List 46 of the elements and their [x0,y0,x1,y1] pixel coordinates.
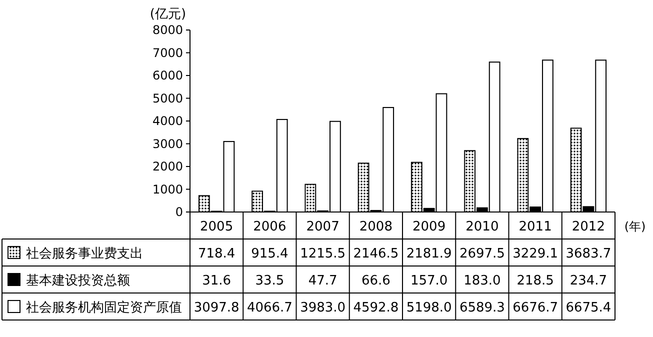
y-tick-label: 1000 [152,182,183,196]
y-tick-label: 4000 [152,114,183,128]
data-label: 1215.5 [300,246,346,262]
data-label: 31.6 [202,274,232,288]
y-tick-label: 5000 [152,91,183,106]
data-label: 157.0 [410,274,448,288]
x-axis-title: (年) [624,220,646,234]
x-tick-label: 2010 [466,220,499,234]
y-tick-label: 2000 [152,160,183,174]
data-label: 33.5 [255,274,284,288]
x-tick-label: 2006 [253,220,286,234]
x-tick-label: 2009 [412,220,446,234]
data-label: 4592.8 [353,300,399,316]
data-label: 6676.7 [512,300,558,316]
data-label: 3983.0 [300,300,346,316]
data-label: 218.5 [516,274,554,288]
x-tick-label: 2011 [518,220,552,234]
x-tick-label: 2005 [200,220,234,234]
x-tick-label: 2007 [306,220,340,234]
legend-label: 社会服务事业费支出 [26,246,143,262]
y-tick-label: 7000 [152,46,183,60]
y-tick-label: 3000 [152,136,183,151]
data-label: 6675.4 [566,300,612,316]
data-label: 3229.1 [512,246,558,262]
data-label: 2697.5 [459,246,505,262]
data-label: 718.4 [198,246,236,262]
y-tick-label: 0 [175,205,183,219]
legend-label: 社会服务机构固定资产原值 [26,300,182,316]
y-tick-label: 8000 [152,23,183,37]
data-label: 3097.8 [194,300,240,316]
y-axis-title: (亿元) [150,7,186,22]
legend-label: 基本建设投资总额 [26,274,130,288]
x-tick-label: 2012 [572,220,605,234]
data-label: 2181.9 [406,246,452,262]
data-label: 183.0 [464,274,501,288]
data-label: 66.6 [361,274,390,288]
data-label: 4066.7 [246,300,292,316]
data-label: 3683.7 [566,246,612,262]
data-label: 47.7 [308,274,338,288]
data-label: 6589.3 [459,300,505,316]
y-tick-label: 6000 [152,68,183,82]
x-tick-label: 2008 [359,220,392,234]
data-label: 234.7 [570,274,608,288]
data-label: 5198.0 [406,300,452,316]
data-label: 915.4 [251,246,288,262]
data-label: 2146.5 [353,246,399,262]
